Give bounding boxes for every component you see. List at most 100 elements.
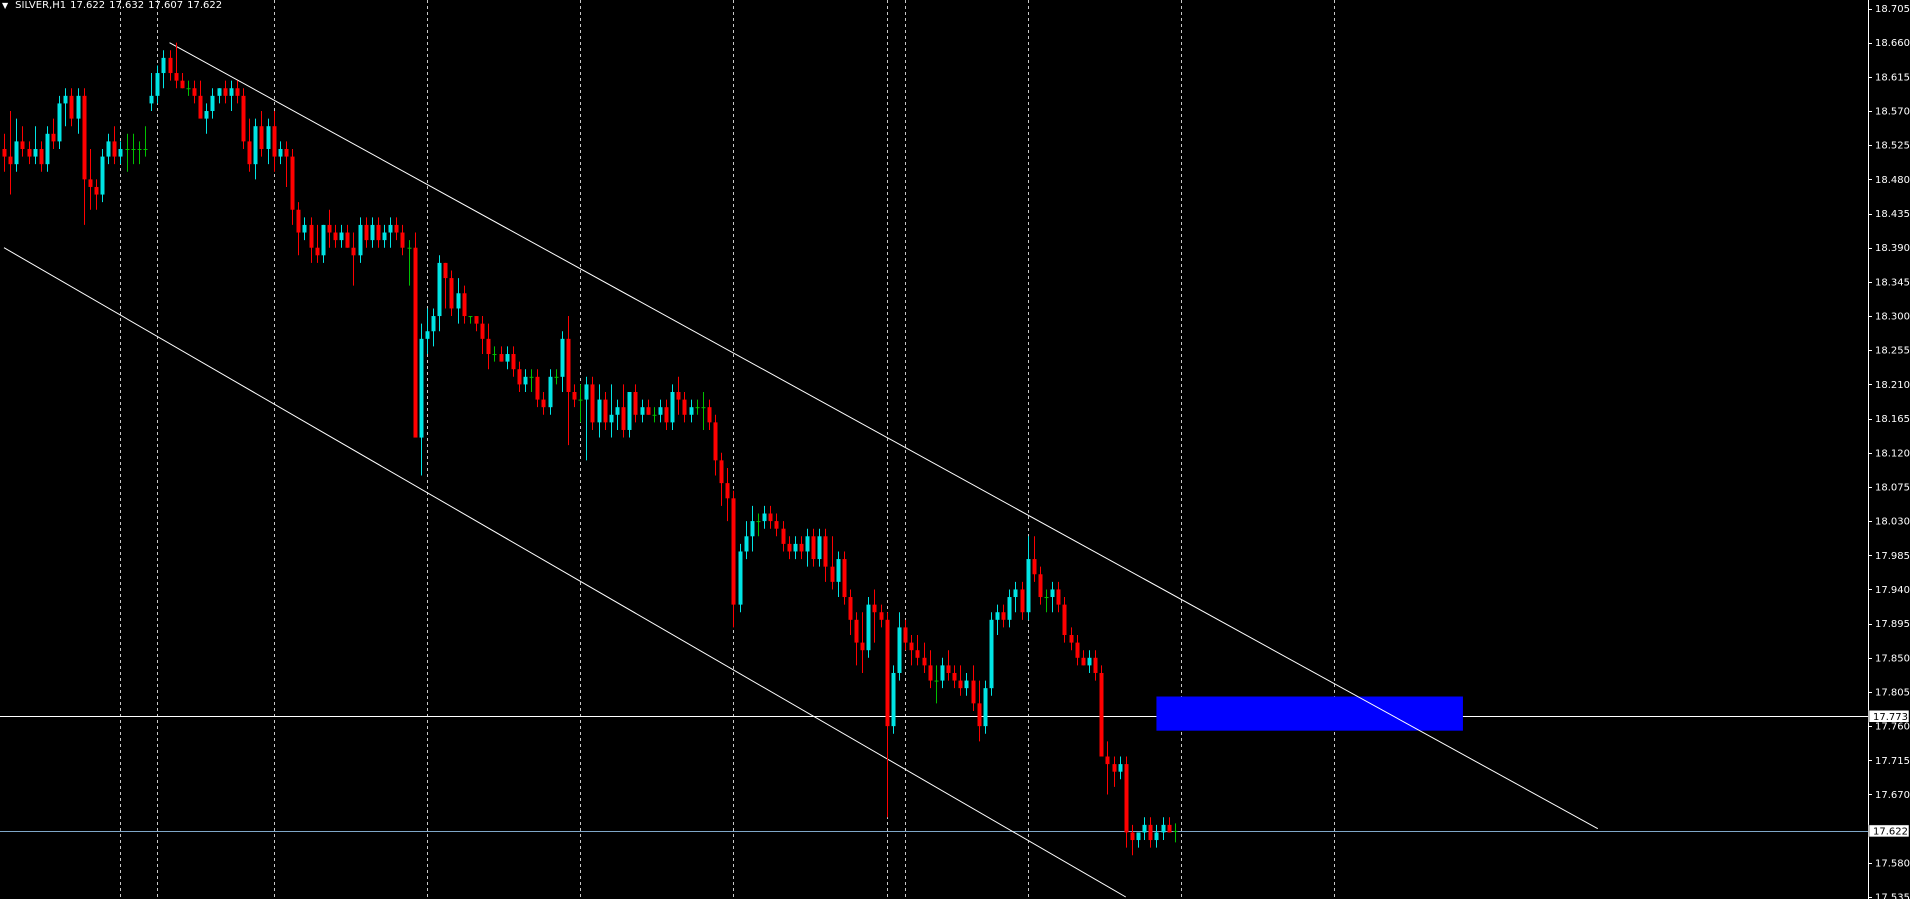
candle-body [45,133,50,165]
candle [658,399,663,423]
candle-body [842,559,847,598]
candle [1173,823,1178,843]
tick-label: 18.300 [1875,312,1910,323]
candle-body [701,407,706,409]
candle [376,217,381,248]
candle-body [192,88,197,96]
candle-body [443,262,448,279]
candle-body [584,384,589,400]
candle-body [1013,589,1018,598]
tick-label: 18.525 [1875,141,1910,152]
candle [1148,817,1153,848]
candle [180,73,185,89]
candle [51,118,56,149]
candle [223,80,228,104]
candle-body [425,331,430,339]
candle [20,126,25,157]
vertical-grid [120,0,1335,899]
candle [1007,589,1012,628]
candle [88,148,93,210]
candle [615,399,620,430]
candle [774,513,779,537]
candle-body [76,95,81,119]
candle [762,505,767,529]
candle-body [198,95,203,119]
candle-body [364,224,369,241]
candle-body [554,376,559,378]
bid-label-box [1868,824,1910,838]
candle [934,665,939,704]
channel-upper-line [169,42,1599,830]
candle-body [100,156,105,195]
collapse-triangle-icon[interactable]: ▼ [2,1,9,10]
candle-body [940,665,945,681]
candle-body [909,642,914,651]
candle [805,528,810,567]
tick-label: 18.030 [1875,517,1910,528]
candle [370,217,375,248]
candle [186,80,191,96]
candle-body [517,369,522,385]
candle-body [903,627,908,643]
candle [811,528,816,567]
candle [499,346,504,362]
candle-body [345,232,350,248]
candle [302,217,307,241]
candle-body [155,73,160,96]
candle [345,224,350,248]
candle-body [474,316,479,324]
candle [1044,589,1049,613]
candle-body [1154,832,1159,841]
candle-body [174,73,179,81]
tick-label: 17.535 [1875,893,1910,899]
candle-body [872,604,877,613]
candle [8,111,13,195]
open-value: 17.622 [70,0,106,11]
candle-body [333,232,338,241]
candle-body [738,551,743,605]
candle-body [180,80,185,89]
candle [155,65,160,104]
candle [541,391,546,415]
candle [830,536,835,590]
candle [836,551,841,598]
candle-body [762,513,767,522]
candle [1105,741,1110,795]
candle [554,369,559,385]
candle [1161,817,1166,841]
candle-body [290,156,295,210]
tick-label: 18.435 [1875,209,1910,220]
candle-body [186,88,191,90]
candle [529,369,534,392]
candle-body [1044,597,1049,599]
candle-body [830,566,835,582]
candle-body [885,619,890,727]
candle [45,126,50,172]
candle-body [523,376,528,385]
candle [793,536,798,560]
candle-body [658,407,663,415]
candle-body [922,657,927,666]
candle [903,619,908,651]
tick-label: 18.120 [1875,448,1910,459]
candle-body [633,391,638,415]
candle [646,399,651,415]
candle-body [744,536,749,552]
candle [670,384,675,430]
tick-label: 18.660 [1875,38,1910,49]
candles [2,42,1178,856]
candle [682,391,687,423]
candle [756,513,761,537]
candle [958,665,963,696]
candle [731,490,736,628]
candle-body [20,141,25,149]
candle-body [321,224,326,256]
candle [407,240,412,286]
candle [137,141,142,165]
candle-body [535,376,540,400]
candle-body [1167,824,1172,833]
candle-body [958,680,963,689]
candle [364,217,369,248]
